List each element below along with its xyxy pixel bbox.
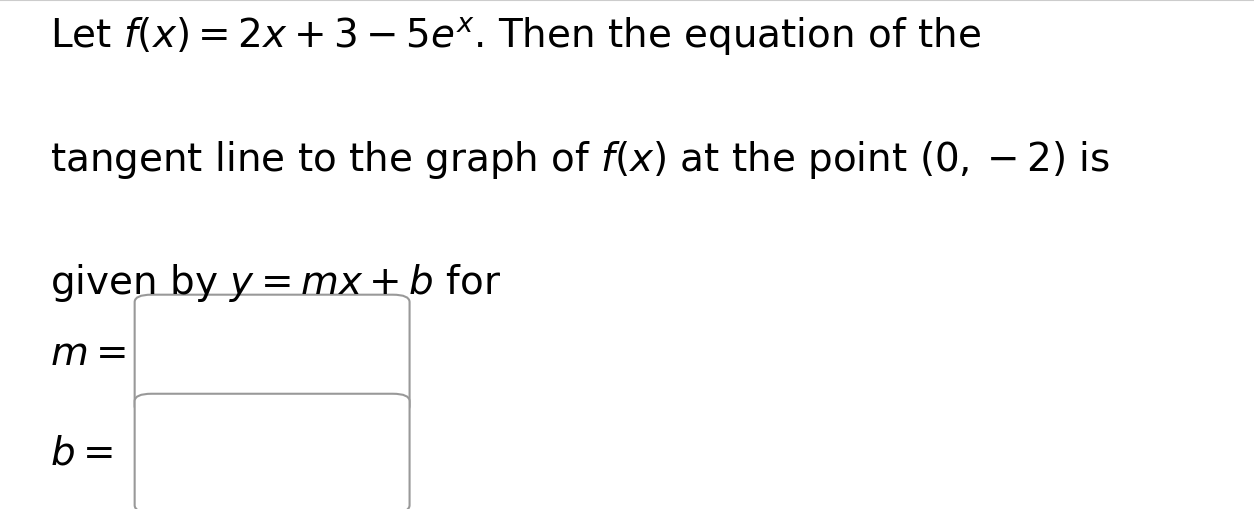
Text: tangent line to the graph of $f(x)$ at the point $(0, -2)$ is: tangent line to the graph of $f(x)$ at t… <box>50 138 1111 181</box>
Text: given by $y = mx + b$ for: given by $y = mx + b$ for <box>50 263 502 304</box>
FancyBboxPatch shape <box>134 295 410 413</box>
FancyBboxPatch shape <box>134 394 410 509</box>
Text: $b =$: $b =$ <box>50 434 113 472</box>
Text: Let $f(x) = 2x + 3 - 5e^{x}$. Then the equation of the: Let $f(x) = 2x + 3 - 5e^{x}$. Then the e… <box>50 15 982 57</box>
Text: $m =$: $m =$ <box>50 335 127 373</box>
